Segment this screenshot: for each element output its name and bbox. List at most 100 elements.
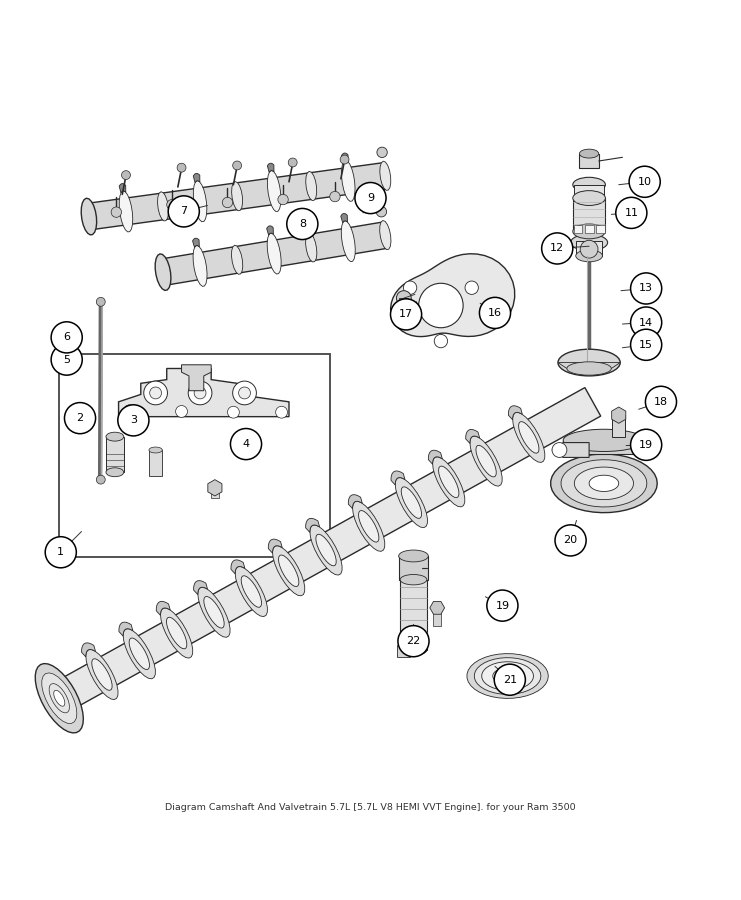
Polygon shape: [158, 192, 168, 220]
Polygon shape: [428, 450, 442, 464]
Polygon shape: [508, 406, 522, 419]
Circle shape: [616, 197, 647, 229]
Polygon shape: [82, 643, 96, 657]
Polygon shape: [380, 161, 391, 190]
Polygon shape: [86, 650, 118, 699]
Text: 19: 19: [639, 440, 654, 450]
Polygon shape: [268, 171, 281, 212]
Bar: [399, 556, 428, 580]
Text: 3: 3: [130, 416, 137, 426]
Polygon shape: [316, 535, 336, 566]
Circle shape: [188, 381, 212, 405]
Bar: [573, 198, 605, 231]
Circle shape: [396, 291, 411, 305]
Circle shape: [64, 402, 96, 434]
Polygon shape: [551, 454, 657, 513]
Bar: [399, 298, 408, 310]
Circle shape: [631, 273, 662, 304]
Polygon shape: [119, 622, 133, 636]
Text: 12: 12: [550, 243, 565, 254]
Polygon shape: [353, 501, 385, 552]
Circle shape: [167, 200, 177, 210]
Polygon shape: [167, 617, 187, 649]
Text: 4: 4: [242, 439, 250, 449]
Polygon shape: [231, 245, 243, 274]
Ellipse shape: [573, 191, 605, 205]
Ellipse shape: [573, 177, 605, 192]
Text: 8: 8: [299, 219, 306, 229]
Polygon shape: [474, 658, 541, 694]
Polygon shape: [552, 443, 589, 457]
Text: 6: 6: [63, 332, 70, 342]
Polygon shape: [379, 220, 391, 249]
Circle shape: [487, 590, 518, 621]
Bar: [596, 226, 605, 233]
Polygon shape: [391, 471, 405, 485]
Text: 18: 18: [654, 397, 668, 407]
Polygon shape: [482, 662, 534, 690]
Ellipse shape: [579, 149, 599, 158]
Polygon shape: [193, 580, 207, 595]
Polygon shape: [231, 560, 245, 574]
Polygon shape: [41, 673, 77, 724]
Polygon shape: [193, 181, 207, 221]
Text: Diagram Camshaft And Valvetrain 5.7L [5.7L V8 HEMI VVT Engine]. for your Ram 350: Diagram Camshaft And Valvetrain 5.7L [5.…: [165, 803, 576, 812]
Polygon shape: [493, 668, 522, 684]
Circle shape: [122, 171, 130, 179]
Circle shape: [631, 329, 662, 360]
Polygon shape: [155, 254, 171, 291]
Polygon shape: [563, 440, 645, 454]
Bar: [106, 436, 124, 472]
Polygon shape: [306, 171, 316, 201]
Polygon shape: [391, 254, 515, 337]
Polygon shape: [193, 174, 200, 183]
Circle shape: [144, 381, 167, 405]
Polygon shape: [342, 220, 355, 262]
Polygon shape: [273, 545, 305, 596]
Polygon shape: [433, 457, 465, 507]
Polygon shape: [574, 467, 634, 500]
Polygon shape: [92, 659, 112, 690]
Circle shape: [580, 240, 598, 258]
Circle shape: [276, 406, 288, 419]
Polygon shape: [359, 510, 379, 542]
Ellipse shape: [574, 192, 604, 204]
Circle shape: [631, 429, 662, 461]
Ellipse shape: [567, 362, 611, 375]
Polygon shape: [51, 388, 601, 713]
Circle shape: [288, 158, 297, 166]
Polygon shape: [341, 213, 348, 223]
Polygon shape: [87, 163, 387, 230]
Circle shape: [542, 233, 573, 264]
Ellipse shape: [400, 574, 427, 585]
Polygon shape: [558, 363, 620, 368]
Polygon shape: [123, 629, 156, 679]
Polygon shape: [310, 525, 342, 575]
Polygon shape: [513, 412, 545, 463]
Polygon shape: [207, 480, 222, 496]
Ellipse shape: [558, 349, 620, 376]
Circle shape: [376, 206, 387, 217]
Circle shape: [230, 428, 262, 460]
Ellipse shape: [106, 468, 124, 477]
Circle shape: [403, 281, 416, 294]
Bar: [579, 154, 599, 168]
Circle shape: [434, 335, 448, 347]
Circle shape: [51, 322, 82, 353]
Polygon shape: [439, 466, 459, 498]
Circle shape: [239, 387, 250, 399]
Polygon shape: [36, 663, 83, 733]
Circle shape: [233, 161, 242, 170]
Circle shape: [355, 183, 386, 213]
Polygon shape: [268, 163, 274, 173]
Circle shape: [150, 387, 162, 399]
Polygon shape: [161, 608, 193, 658]
Text: 1: 1: [57, 547, 64, 557]
Circle shape: [494, 664, 525, 696]
Circle shape: [278, 194, 288, 204]
Polygon shape: [476, 446, 496, 477]
Circle shape: [555, 525, 586, 556]
Polygon shape: [49, 684, 70, 713]
Polygon shape: [342, 153, 348, 162]
Text: 21: 21: [502, 675, 517, 685]
